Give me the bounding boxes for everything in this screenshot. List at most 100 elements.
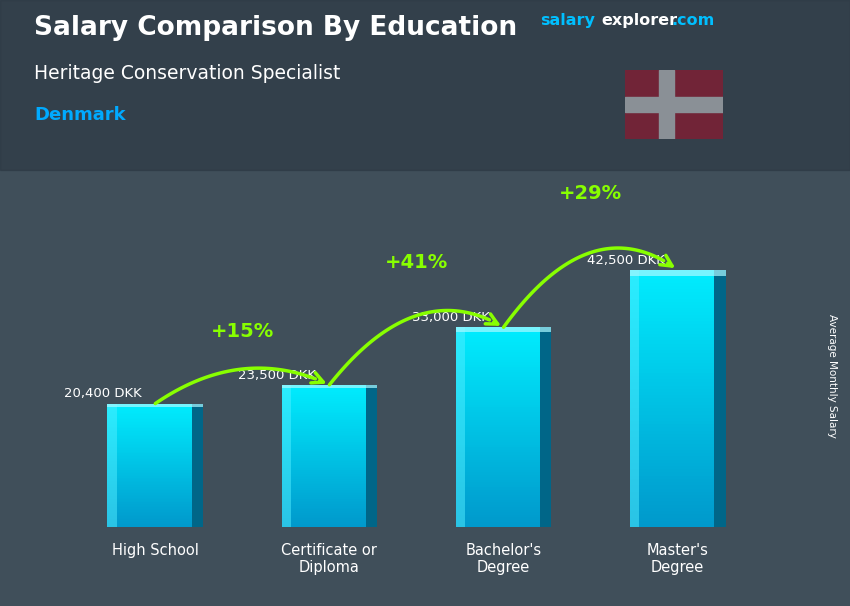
Bar: [281, 399, 377, 401]
Bar: [281, 411, 377, 413]
Bar: [107, 511, 203, 513]
Bar: [107, 424, 203, 425]
Bar: [107, 474, 203, 476]
Bar: [456, 435, 552, 438]
Bar: [630, 441, 726, 444]
Bar: [281, 495, 377, 497]
Bar: [630, 328, 726, 331]
Bar: [107, 508, 203, 510]
Bar: [281, 422, 377, 424]
Bar: [630, 299, 726, 302]
Bar: [456, 480, 552, 482]
Bar: [456, 520, 552, 522]
Bar: [456, 425, 552, 427]
Bar: [281, 445, 377, 447]
Bar: [107, 448, 203, 450]
Bar: [281, 461, 377, 463]
Bar: [630, 521, 726, 524]
Bar: [107, 501, 203, 502]
Bar: [107, 515, 203, 516]
Bar: [625, 97, 722, 112]
Bar: [281, 488, 377, 490]
Text: salary: salary: [540, 13, 595, 28]
Bar: [456, 494, 552, 497]
Bar: [107, 458, 203, 459]
Bar: [456, 387, 552, 390]
Bar: [630, 463, 726, 466]
Bar: [281, 524, 377, 525]
Bar: [107, 468, 203, 470]
Bar: [630, 376, 726, 379]
Bar: [456, 337, 552, 340]
Bar: [456, 472, 552, 474]
Bar: [107, 454, 203, 456]
Bar: [107, 504, 203, 505]
Bar: [281, 458, 377, 459]
Bar: [107, 442, 203, 444]
Text: 33,000 DKK: 33,000 DKK: [412, 311, 490, 324]
Bar: [281, 442, 377, 444]
Bar: [630, 444, 726, 447]
Bar: [281, 476, 377, 478]
Bar: [456, 327, 552, 330]
Text: Salary Comparison By Education: Salary Comparison By Education: [34, 15, 517, 41]
Bar: [107, 471, 203, 473]
Bar: [281, 499, 377, 501]
Bar: [456, 327, 465, 527]
Bar: [107, 461, 203, 462]
Bar: [281, 490, 377, 491]
Bar: [281, 447, 377, 449]
Bar: [456, 452, 552, 454]
Bar: [456, 460, 552, 462]
Bar: [281, 394, 377, 396]
Bar: [630, 334, 726, 338]
Bar: [107, 451, 203, 453]
Bar: [456, 512, 552, 514]
Bar: [107, 415, 203, 416]
Bar: [456, 410, 552, 412]
Bar: [281, 435, 377, 436]
Bar: [456, 402, 552, 405]
Bar: [456, 385, 552, 387]
Bar: [107, 467, 203, 468]
Bar: [281, 417, 377, 419]
Bar: [107, 408, 203, 410]
Bar: [281, 388, 377, 390]
Bar: [281, 470, 377, 472]
Bar: [107, 496, 203, 498]
Bar: [281, 479, 377, 481]
Bar: [456, 335, 552, 337]
Bar: [107, 405, 203, 407]
Bar: [630, 273, 726, 276]
Bar: [107, 428, 203, 430]
Bar: [281, 408, 377, 410]
Bar: [281, 398, 377, 399]
Bar: [281, 392, 377, 394]
Bar: [456, 327, 552, 332]
Bar: [630, 459, 726, 463]
Bar: [107, 444, 203, 445]
Bar: [281, 424, 377, 426]
Bar: [281, 385, 291, 527]
Bar: [456, 525, 552, 527]
Bar: [107, 465, 203, 467]
Bar: [456, 397, 552, 400]
Bar: [107, 419, 203, 421]
Bar: [281, 427, 377, 429]
Bar: [107, 439, 203, 441]
Bar: [456, 405, 552, 407]
Bar: [630, 476, 726, 479]
Text: Heritage Conservation Specialist: Heritage Conservation Specialist: [34, 64, 340, 82]
Bar: [107, 507, 203, 508]
Bar: [630, 370, 726, 373]
Bar: [630, 398, 726, 402]
Bar: [192, 404, 203, 527]
Bar: [630, 488, 726, 492]
Bar: [630, 395, 726, 399]
Bar: [456, 352, 552, 355]
Bar: [456, 490, 552, 492]
Bar: [456, 362, 552, 365]
Bar: [630, 270, 726, 273]
Bar: [281, 410, 377, 411]
Bar: [630, 498, 726, 502]
